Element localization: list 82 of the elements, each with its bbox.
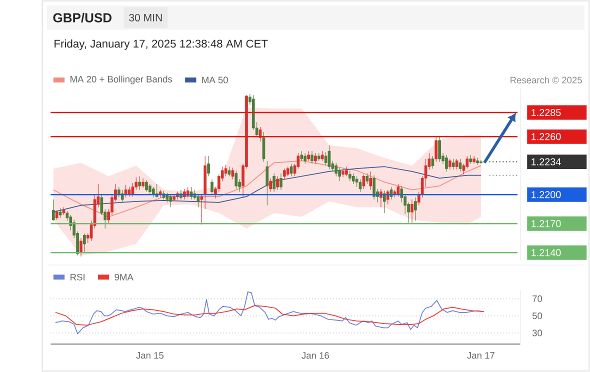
candlestick	[342, 168, 344, 178]
candlestick	[469, 154, 472, 164]
candlestick	[472, 156, 476, 164]
candlestick	[266, 160, 269, 206]
candlestick	[372, 175, 376, 200]
candlestick	[138, 176, 142, 190]
candlestick	[210, 178, 214, 195]
candlestick	[196, 194, 200, 208]
candlestick	[83, 233, 86, 253]
candlestick	[438, 136, 441, 162]
candlestick	[348, 170, 352, 182]
legend-label: MA 50	[202, 76, 228, 84]
candlestick	[272, 173, 276, 192]
candlestick	[58, 208, 62, 218]
candlestick	[142, 178, 144, 188]
candlestick	[234, 170, 238, 190]
candlestick	[307, 150, 310, 162]
candlestick	[314, 152, 317, 164]
candlestick	[345, 166, 348, 177]
candlestick	[224, 164, 228, 177]
chart-title: GBP/USD	[53, 12, 112, 23]
candlestick	[204, 156, 207, 210]
candlestick	[52, 199, 55, 222]
y-tick-label: 1.2170	[532, 220, 561, 228]
y-tick-label: 1.2234	[532, 158, 561, 166]
y-tick-label: 50	[532, 312, 542, 320]
line-series	[55, 305, 484, 326]
candlestick	[276, 176, 279, 190]
candlestick	[148, 184, 152, 195]
candlestick	[169, 194, 172, 208]
candlestick	[310, 150, 314, 164]
candlestick	[480, 160, 482, 164]
text: 30 MIN	[129, 14, 162, 22]
candlestick	[338, 167, 342, 182]
x-tick-label: Jan 15	[136, 352, 164, 359]
candlestick	[207, 156, 210, 177]
candlestick	[300, 150, 304, 162]
candlestick	[228, 166, 231, 177]
candlestick	[434, 136, 438, 162]
candlestick	[286, 166, 290, 177]
candlestick	[55, 210, 58, 220]
candlestick	[283, 168, 286, 180]
candlestick	[280, 173, 282, 190]
candlestick	[458, 158, 462, 172]
candlestick	[414, 197, 417, 222]
y-tick-label: 1.2285	[532, 109, 561, 116]
candlestick	[200, 194, 204, 225]
legend-label: RSI	[70, 274, 84, 280]
candlestick	[290, 163, 293, 177]
text: Research © 2025	[510, 76, 582, 84]
candlestick	[145, 180, 148, 192]
candlestick	[320, 150, 324, 162]
candlestick	[269, 178, 272, 192]
candlestick	[304, 152, 307, 164]
y-tick-label: 70	[532, 295, 542, 302]
candlestick	[396, 184, 400, 197]
candlestick	[231, 167, 234, 180]
candlestick	[445, 154, 448, 172]
candlestick	[431, 156, 434, 169]
x-tick-label: Jan 17	[467, 352, 494, 359]
candlestick	[352, 173, 355, 184]
candlestick	[366, 173, 369, 184]
candlestick	[476, 158, 479, 165]
candlestick	[448, 158, 452, 170]
chart-subtitle: Friday, January 17, 2025 12:38:48 AM CET	[54, 39, 268, 50]
y-tick-label: 1.2140	[532, 249, 561, 256]
legend-label: 9MA	[114, 274, 134, 280]
candlestick	[62, 206, 66, 216]
candlestick	[455, 158, 458, 170]
candlestick	[172, 194, 176, 202]
candlestick	[410, 199, 414, 224]
candlestick	[317, 152, 320, 162]
candlestick	[124, 184, 128, 198]
legend-label: MA 20 + Bollinger Bands	[70, 76, 172, 84]
y-tick-label: 30	[532, 330, 542, 336]
x-tick-label: Jan 16	[302, 352, 329, 359]
candlestick	[80, 238, 82, 257]
candlestick	[452, 158, 455, 170]
y-tick-label: 1.2260	[532, 133, 561, 140]
y-tick-label: 1.2200	[532, 191, 561, 198]
candlestick	[334, 162, 338, 177]
candlestick	[369, 171, 372, 190]
